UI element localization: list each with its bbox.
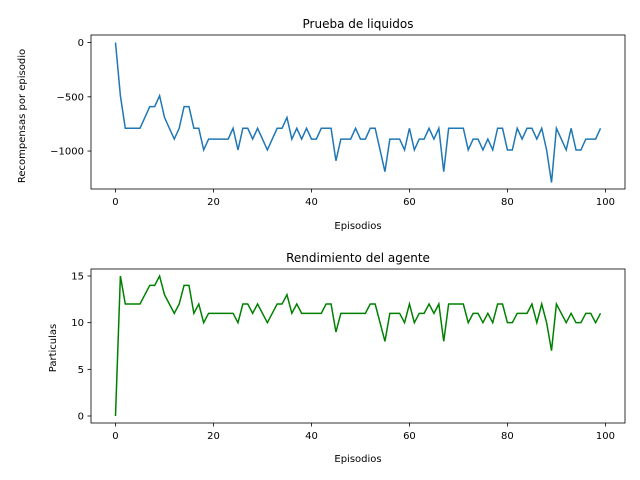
y-tick-label: −500	[57, 92, 84, 103]
x-tick-label: 0	[112, 197, 118, 208]
series-line-particles	[114, 273, 602, 417]
x-tick-label: 60	[403, 197, 416, 208]
x-tick-label: 100	[596, 197, 615, 208]
y-tick-label: 15	[71, 272, 84, 283]
x-tick-label: 60	[403, 431, 416, 442]
x-tick-label: 40	[305, 431, 318, 442]
chart-title: Rendimiento del agente	[286, 251, 430, 265]
plot-frame	[90, 34, 626, 190]
y-tick-label: −1000	[50, 147, 84, 158]
plot-frame	[90, 268, 626, 424]
y-tick-label: 5	[78, 365, 84, 376]
y-tick-label: 0	[78, 412, 84, 423]
chart-rewards: Prueba de liquidos 0 20 40 60 80 100 0 −500 −100…	[17, 17, 626, 232]
y-axis-label: Particulas	[48, 324, 59, 372]
chart-title: Prueba de liquidos	[303, 17, 414, 31]
x-tick-label: 20	[207, 197, 220, 208]
chart-particles: Rendimiento del agente 0 20 40 60 80 100 0 5 10 1…	[48, 251, 626, 465]
x-axis-label: Episodios	[334, 454, 381, 465]
x-tick-label: 40	[305, 197, 318, 208]
x-tick-label: 80	[501, 431, 514, 442]
x-tick-label: 80	[501, 197, 514, 208]
x-tick-label: 0	[112, 431, 118, 442]
series-line-rewards	[114, 42, 602, 183]
x-tick-label: 100	[596, 431, 615, 442]
y-axis-label: Recompensas por episodio	[17, 49, 28, 183]
y-tick-label: 10	[71, 318, 84, 329]
x-tick-label: 20	[207, 431, 220, 442]
x-axis-label: Episodios	[334, 221, 381, 232]
y-tick-label: 0	[78, 38, 84, 49]
